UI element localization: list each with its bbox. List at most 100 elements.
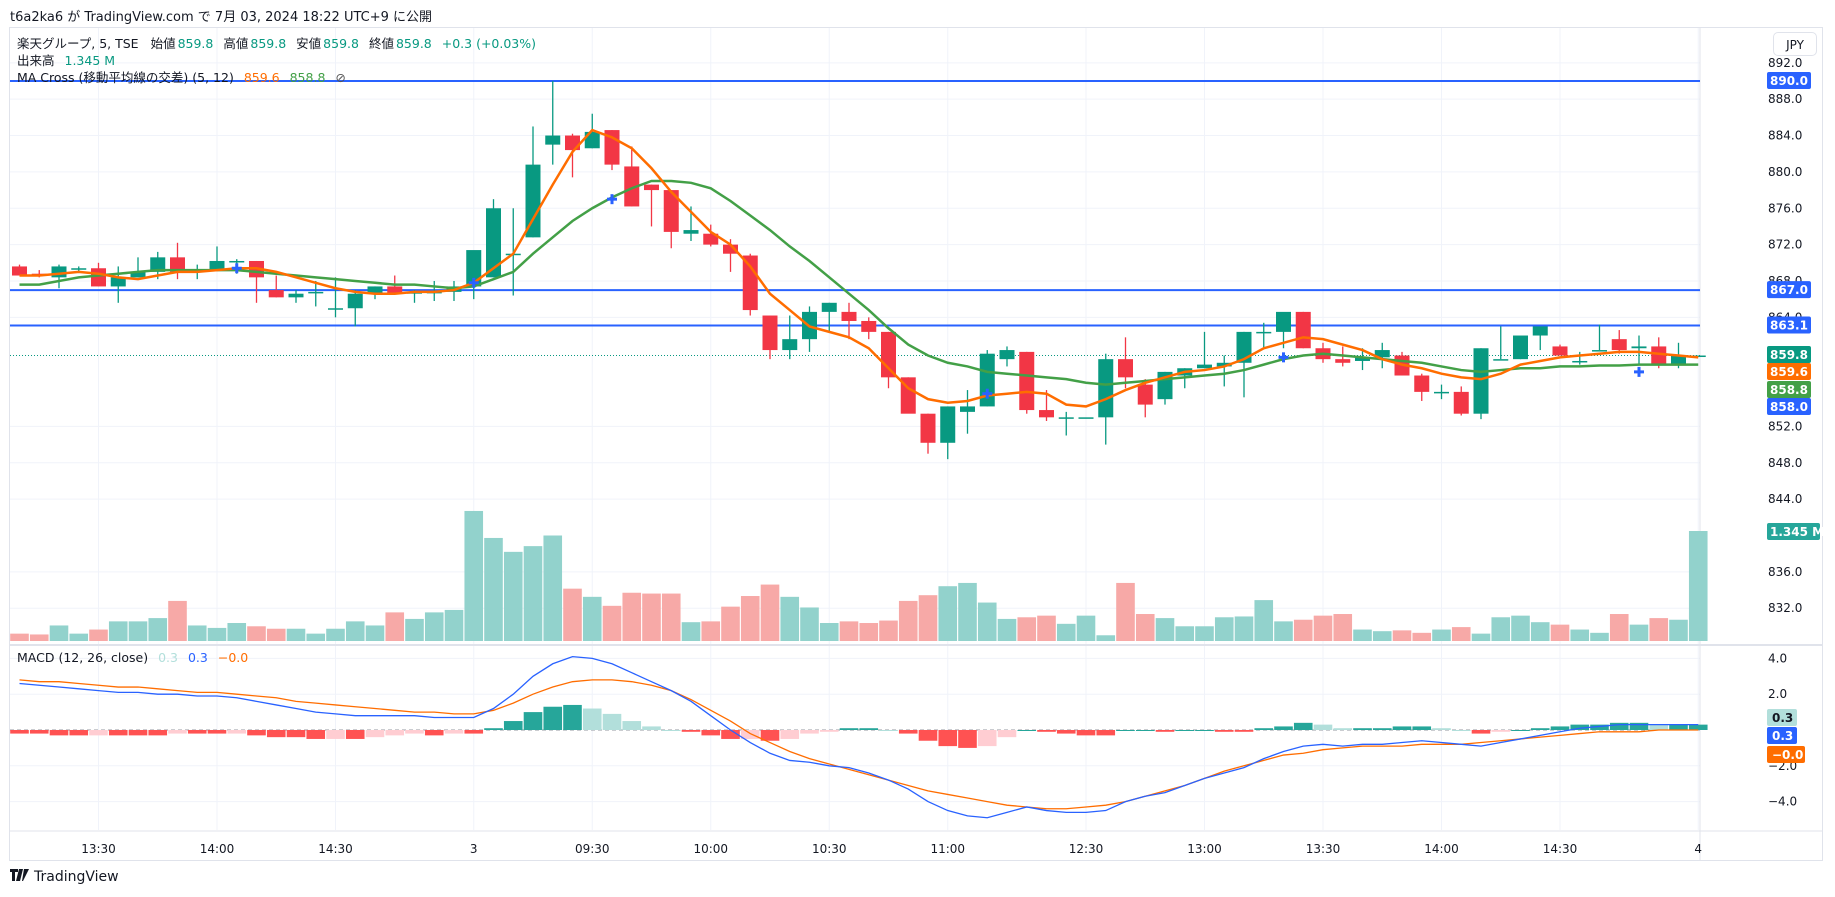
candle[interactable] [486, 199, 501, 278]
volume-bar [1175, 626, 1195, 641]
macd-histogram-bar [187, 730, 207, 734]
macd-histogram-bar [1254, 728, 1274, 730]
volume-bar [543, 535, 563, 641]
candle[interactable] [1078, 417, 1094, 419]
volume-bar [721, 606, 740, 641]
macd-label[interactable]: MACD (12, 26, close) [17, 650, 149, 665]
macd-signal-label: −0.0 [1767, 746, 1805, 763]
tradingview-logo-icon [10, 869, 30, 885]
candle[interactable] [1374, 342, 1390, 369]
macd-histogram-bar [464, 730, 484, 734]
macd-histogram-bar [1175, 730, 1195, 731]
candle[interactable] [1137, 379, 1153, 418]
candle-body [308, 291, 324, 294]
candle[interactable] [1216, 355, 1232, 387]
candle[interactable] [742, 253, 758, 316]
candle-body [110, 277, 126, 287]
candle[interactable] [762, 315, 778, 360]
macd-line-label-text: 0.3 [1772, 729, 1793, 743]
price-tick-label: 844.0 [1768, 492, 1802, 506]
candle[interactable] [1532, 326, 1548, 351]
candle[interactable] [782, 315, 798, 360]
candle[interactable] [1631, 335, 1647, 365]
price-tick-label: 880.0 [1768, 165, 1802, 179]
volume-bar [839, 621, 859, 641]
candle[interactable] [624, 146, 640, 207]
macd-histogram-bar [1333, 728, 1353, 730]
hidden-icon[interactable]: ⊘ [335, 70, 346, 85]
candle[interactable] [1592, 324, 1607, 352]
candle[interactable] [1039, 390, 1054, 421]
volume-bar [997, 618, 1017, 641]
candle-body [387, 286, 403, 294]
candle[interactable] [703, 224, 719, 247]
volume-bar [1293, 619, 1313, 641]
candle[interactable] [960, 390, 975, 434]
volume-bar [642, 593, 661, 641]
candle[interactable] [1295, 311, 1311, 349]
candle[interactable] [1493, 326, 1509, 361]
macd-histogram-bar [879, 730, 898, 731]
price-tick-label: 852.0 [1768, 419, 1802, 433]
candle[interactable] [1453, 386, 1469, 416]
macd-histogram-bar [1609, 722, 1629, 730]
macd-histogram-bar [1195, 730, 1214, 731]
candle[interactable] [940, 406, 956, 460]
candle[interactable] [1236, 331, 1252, 398]
price-label-hline-863: 863.1 [1767, 316, 1811, 334]
candle[interactable] [12, 264, 27, 276]
candle-body [960, 406, 975, 412]
candle[interactable] [288, 290, 304, 303]
candle[interactable] [1355, 348, 1370, 371]
tradingview-logo[interactable]: TradingView [10, 869, 119, 885]
candle[interactable] [209, 246, 225, 271]
candle[interactable] [51, 264, 67, 289]
candle[interactable] [920, 413, 936, 454]
candle[interactable] [999, 346, 1015, 367]
candle[interactable] [1434, 384, 1449, 400]
candle[interactable] [644, 184, 659, 227]
candle[interactable] [110, 266, 126, 303]
candle[interactable] [1473, 348, 1489, 420]
candle[interactable] [1572, 351, 1588, 365]
candle[interactable] [821, 302, 837, 332]
candle[interactable] [466, 250, 482, 300]
candle[interactable] [900, 377, 916, 414]
candle[interactable] [308, 280, 324, 307]
candle[interactable] [1197, 331, 1212, 369]
candle[interactable] [1414, 373, 1430, 401]
macd-histogram-bar [326, 730, 345, 739]
candle[interactable] [1058, 411, 1074, 436]
currency-button[interactable]: JPY [1773, 32, 1817, 56]
candle[interactable] [881, 331, 896, 389]
ma-slow-value: 858.8 [289, 70, 326, 85]
volume-label[interactable]: 出来高 [17, 53, 55, 68]
candle[interactable] [130, 257, 146, 278]
candle[interactable] [268, 275, 284, 298]
candle[interactable] [1118, 337, 1133, 389]
candle[interactable] [1552, 344, 1568, 356]
time-tick-label: 14:00 [1424, 842, 1459, 856]
macd-histogram-bar [405, 730, 424, 734]
time-tick-label: 14:30 [318, 842, 353, 856]
candle[interactable] [1513, 335, 1528, 360]
candle-body [12, 266, 27, 276]
candle[interactable] [1019, 351, 1035, 414]
candle[interactable] [328, 277, 343, 318]
candle-body [328, 308, 343, 310]
macd-histogram-bar [306, 730, 326, 739]
symbol-label[interactable]: 楽天グループ, 5, TSE [17, 36, 139, 51]
ma-cross-label[interactable]: MA Cross (移動平均線の交差) (5, 12) [17, 70, 234, 85]
time-tick-label: 11:00 [930, 842, 965, 856]
candle-body [723, 244, 738, 254]
candle[interactable] [347, 290, 363, 327]
candle[interactable] [841, 302, 857, 340]
candle[interactable] [663, 190, 679, 249]
candle[interactable] [861, 317, 877, 340]
candle[interactable] [545, 81, 561, 165]
candle[interactable] [565, 133, 580, 178]
candle[interactable] [1611, 330, 1627, 354]
volume-bar [1590, 632, 1609, 641]
candle[interactable] [1256, 322, 1272, 349]
